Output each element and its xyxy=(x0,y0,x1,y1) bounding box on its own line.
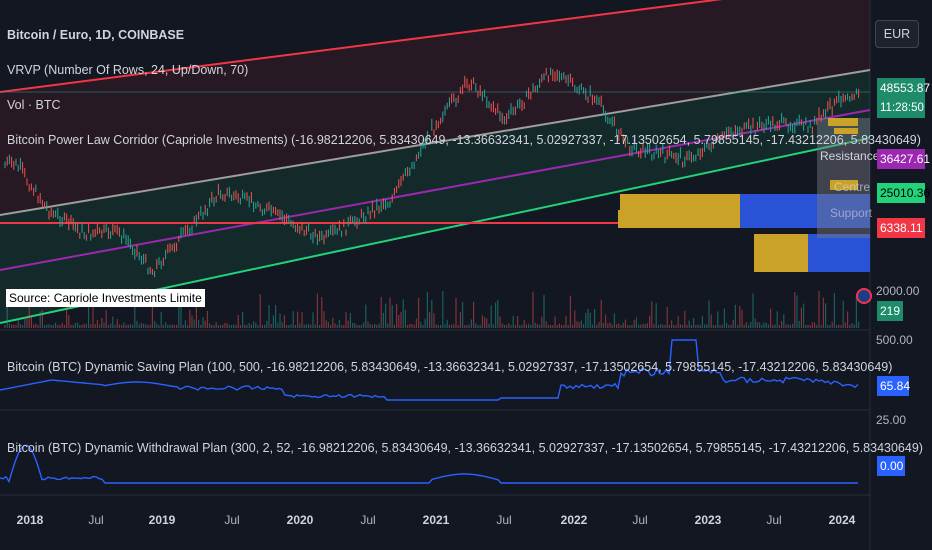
price-tag-resistance: 36427.61 xyxy=(877,149,930,169)
source-label: Source: Capriole Investments Limite xyxy=(6,289,205,307)
price-tag-support: 6338.11 xyxy=(877,218,925,238)
saving-scale-top: 500.00 xyxy=(876,333,913,347)
volume-tag: 219 xyxy=(877,301,903,321)
x-axis-label: Jul xyxy=(496,513,512,527)
x-axis-label: Jul xyxy=(88,513,104,527)
currency-button[interactable]: EUR xyxy=(875,20,919,48)
x-axis-label: 2021 xyxy=(422,513,450,527)
resistance-line xyxy=(0,0,723,93)
vrvp-label[interactable]: VRVP (Number Of Rows, 24, Up/Down, 70) xyxy=(7,63,249,77)
indicator-label[interactable]: Bitcoin Power Law Corridor (Capriole Inv… xyxy=(7,133,921,147)
withdrawal-plan-label[interactable]: Bitcoin (BTC) Dynamic Withdrawal Plan (3… xyxy=(7,441,923,455)
x-axis-label: 2020 xyxy=(286,513,314,527)
saving-value-tag: 65.84 xyxy=(877,376,910,396)
vp-row-2-up xyxy=(618,210,740,228)
x-axis-label: 2023 xyxy=(694,513,722,527)
resistance-zone xyxy=(0,0,870,215)
centre-zone xyxy=(0,70,870,323)
centre-line xyxy=(0,69,871,216)
withdrawal-scale-top: 25.00 xyxy=(876,413,907,427)
saving-plan-label[interactable]: Bitcoin (BTC) Dynamic Saving Plan (100, … xyxy=(7,360,893,374)
support-label: Support xyxy=(830,206,873,220)
vp-mid xyxy=(830,180,858,190)
x-axis-label: 2018 xyxy=(16,513,44,527)
x-axis-label: 2019 xyxy=(148,513,176,527)
vp-row-3-up xyxy=(754,234,808,272)
withdrawal-plan-line xyxy=(0,444,858,484)
volume-label[interactable]: Vol · BTC xyxy=(7,98,61,112)
vp-top-2 xyxy=(834,128,858,134)
x-axis-label: Jul xyxy=(632,513,648,527)
vp-label-box xyxy=(817,118,870,238)
withdrawal-value-tag: 0.00 xyxy=(877,456,905,476)
vp-row-3-down xyxy=(808,234,870,272)
capriole-logo xyxy=(856,288,872,304)
x-axis-label: Jul xyxy=(224,513,240,527)
resistance-label: Resistance xyxy=(820,149,880,163)
vp-top-1 xyxy=(828,118,858,126)
x-axis-label: 2022 xyxy=(560,513,588,527)
volume-scale-top: 2000.00 xyxy=(876,284,920,298)
chart-title: Bitcoin / Euro, 1D, COINBASE xyxy=(7,28,185,42)
purple-line xyxy=(0,109,871,271)
vp-row-1-down xyxy=(740,194,870,210)
x-axis-label: Jul xyxy=(766,513,782,527)
countdown-tag: 11:28:50 xyxy=(877,98,925,118)
price-tag-upper: 48553.87 xyxy=(877,78,930,98)
x-axis-label: Jul xyxy=(360,513,376,527)
centre-label: Centre xyxy=(834,180,871,194)
vp-row-2-down xyxy=(740,210,870,228)
price-tag-centre: 25010.36 xyxy=(877,183,930,203)
vp-row-1-up xyxy=(620,194,740,210)
x-axis-label: 2024 xyxy=(828,513,856,527)
saving-plan-line xyxy=(0,339,859,401)
